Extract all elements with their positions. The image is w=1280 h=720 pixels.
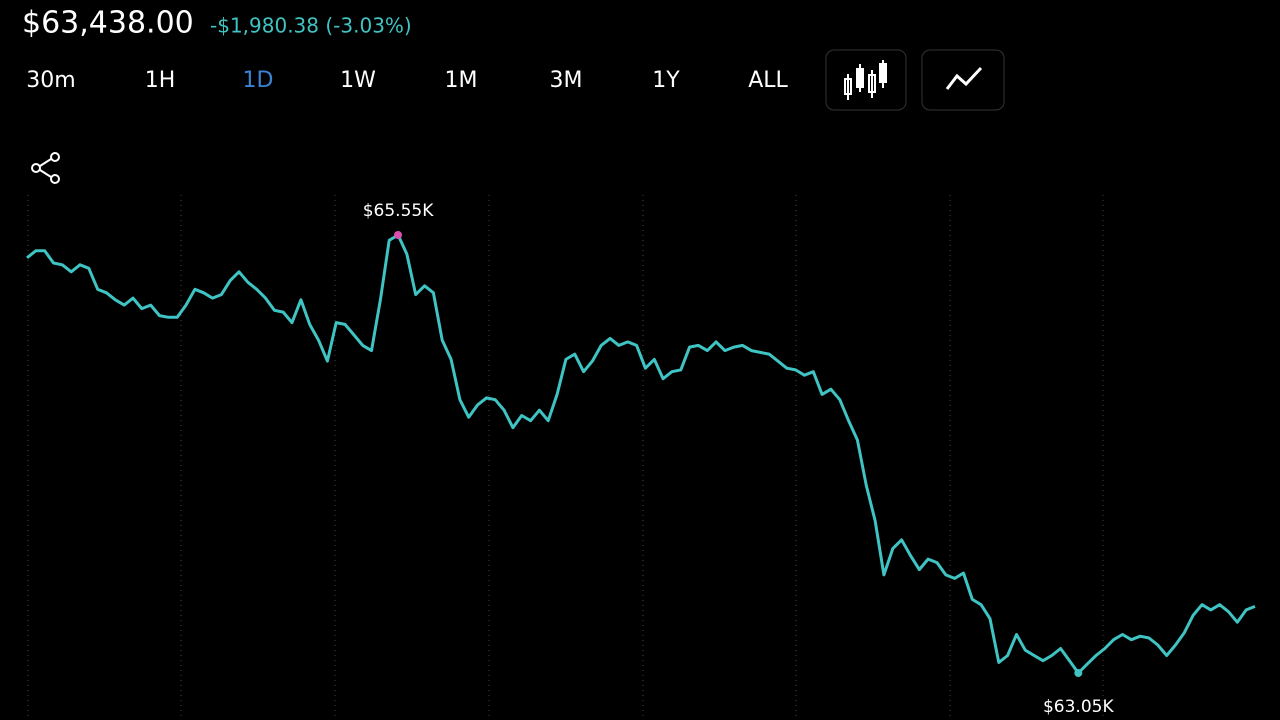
timeframe-button[interactable]: 3M: [550, 68, 583, 93]
line-button[interactable]: [921, 49, 1005, 111]
high-label: $65.55K: [363, 201, 434, 221]
timeframe-button[interactable]: ALL: [748, 68, 788, 93]
candlestick-button[interactable]: [825, 49, 907, 111]
chart: $65.55K $63.05K: [26, 195, 1256, 720]
timeframe-button[interactable]: 1M: [445, 68, 478, 93]
timeframe-button[interactable]: 1W: [340, 68, 376, 93]
timeframe-bar: 30m 1H 1D 1W 1M 3M 1Y ALL: [26, 68, 788, 93]
price: $63,438.00: [22, 6, 194, 41]
line-icon: [945, 66, 983, 90]
price-change: -$1,980.38 (-3.03%): [210, 14, 412, 38]
timeframe-button[interactable]: 1Y: [652, 68, 680, 93]
high-marker: [394, 231, 403, 239]
low-label: $63.05K: [1043, 697, 1114, 717]
timeframe-button[interactable]: 1H: [145, 68, 176, 93]
low-marker: [1074, 669, 1083, 677]
timeframe-button[interactable]: 30m: [26, 68, 75, 93]
timeframe-button[interactable]: 1D: [243, 68, 274, 93]
candle-icon: [844, 60, 887, 100]
price-line: [26, 233, 1256, 675]
share-icon[interactable]: [31, 152, 60, 184]
button-frame: [825, 49, 907, 111]
